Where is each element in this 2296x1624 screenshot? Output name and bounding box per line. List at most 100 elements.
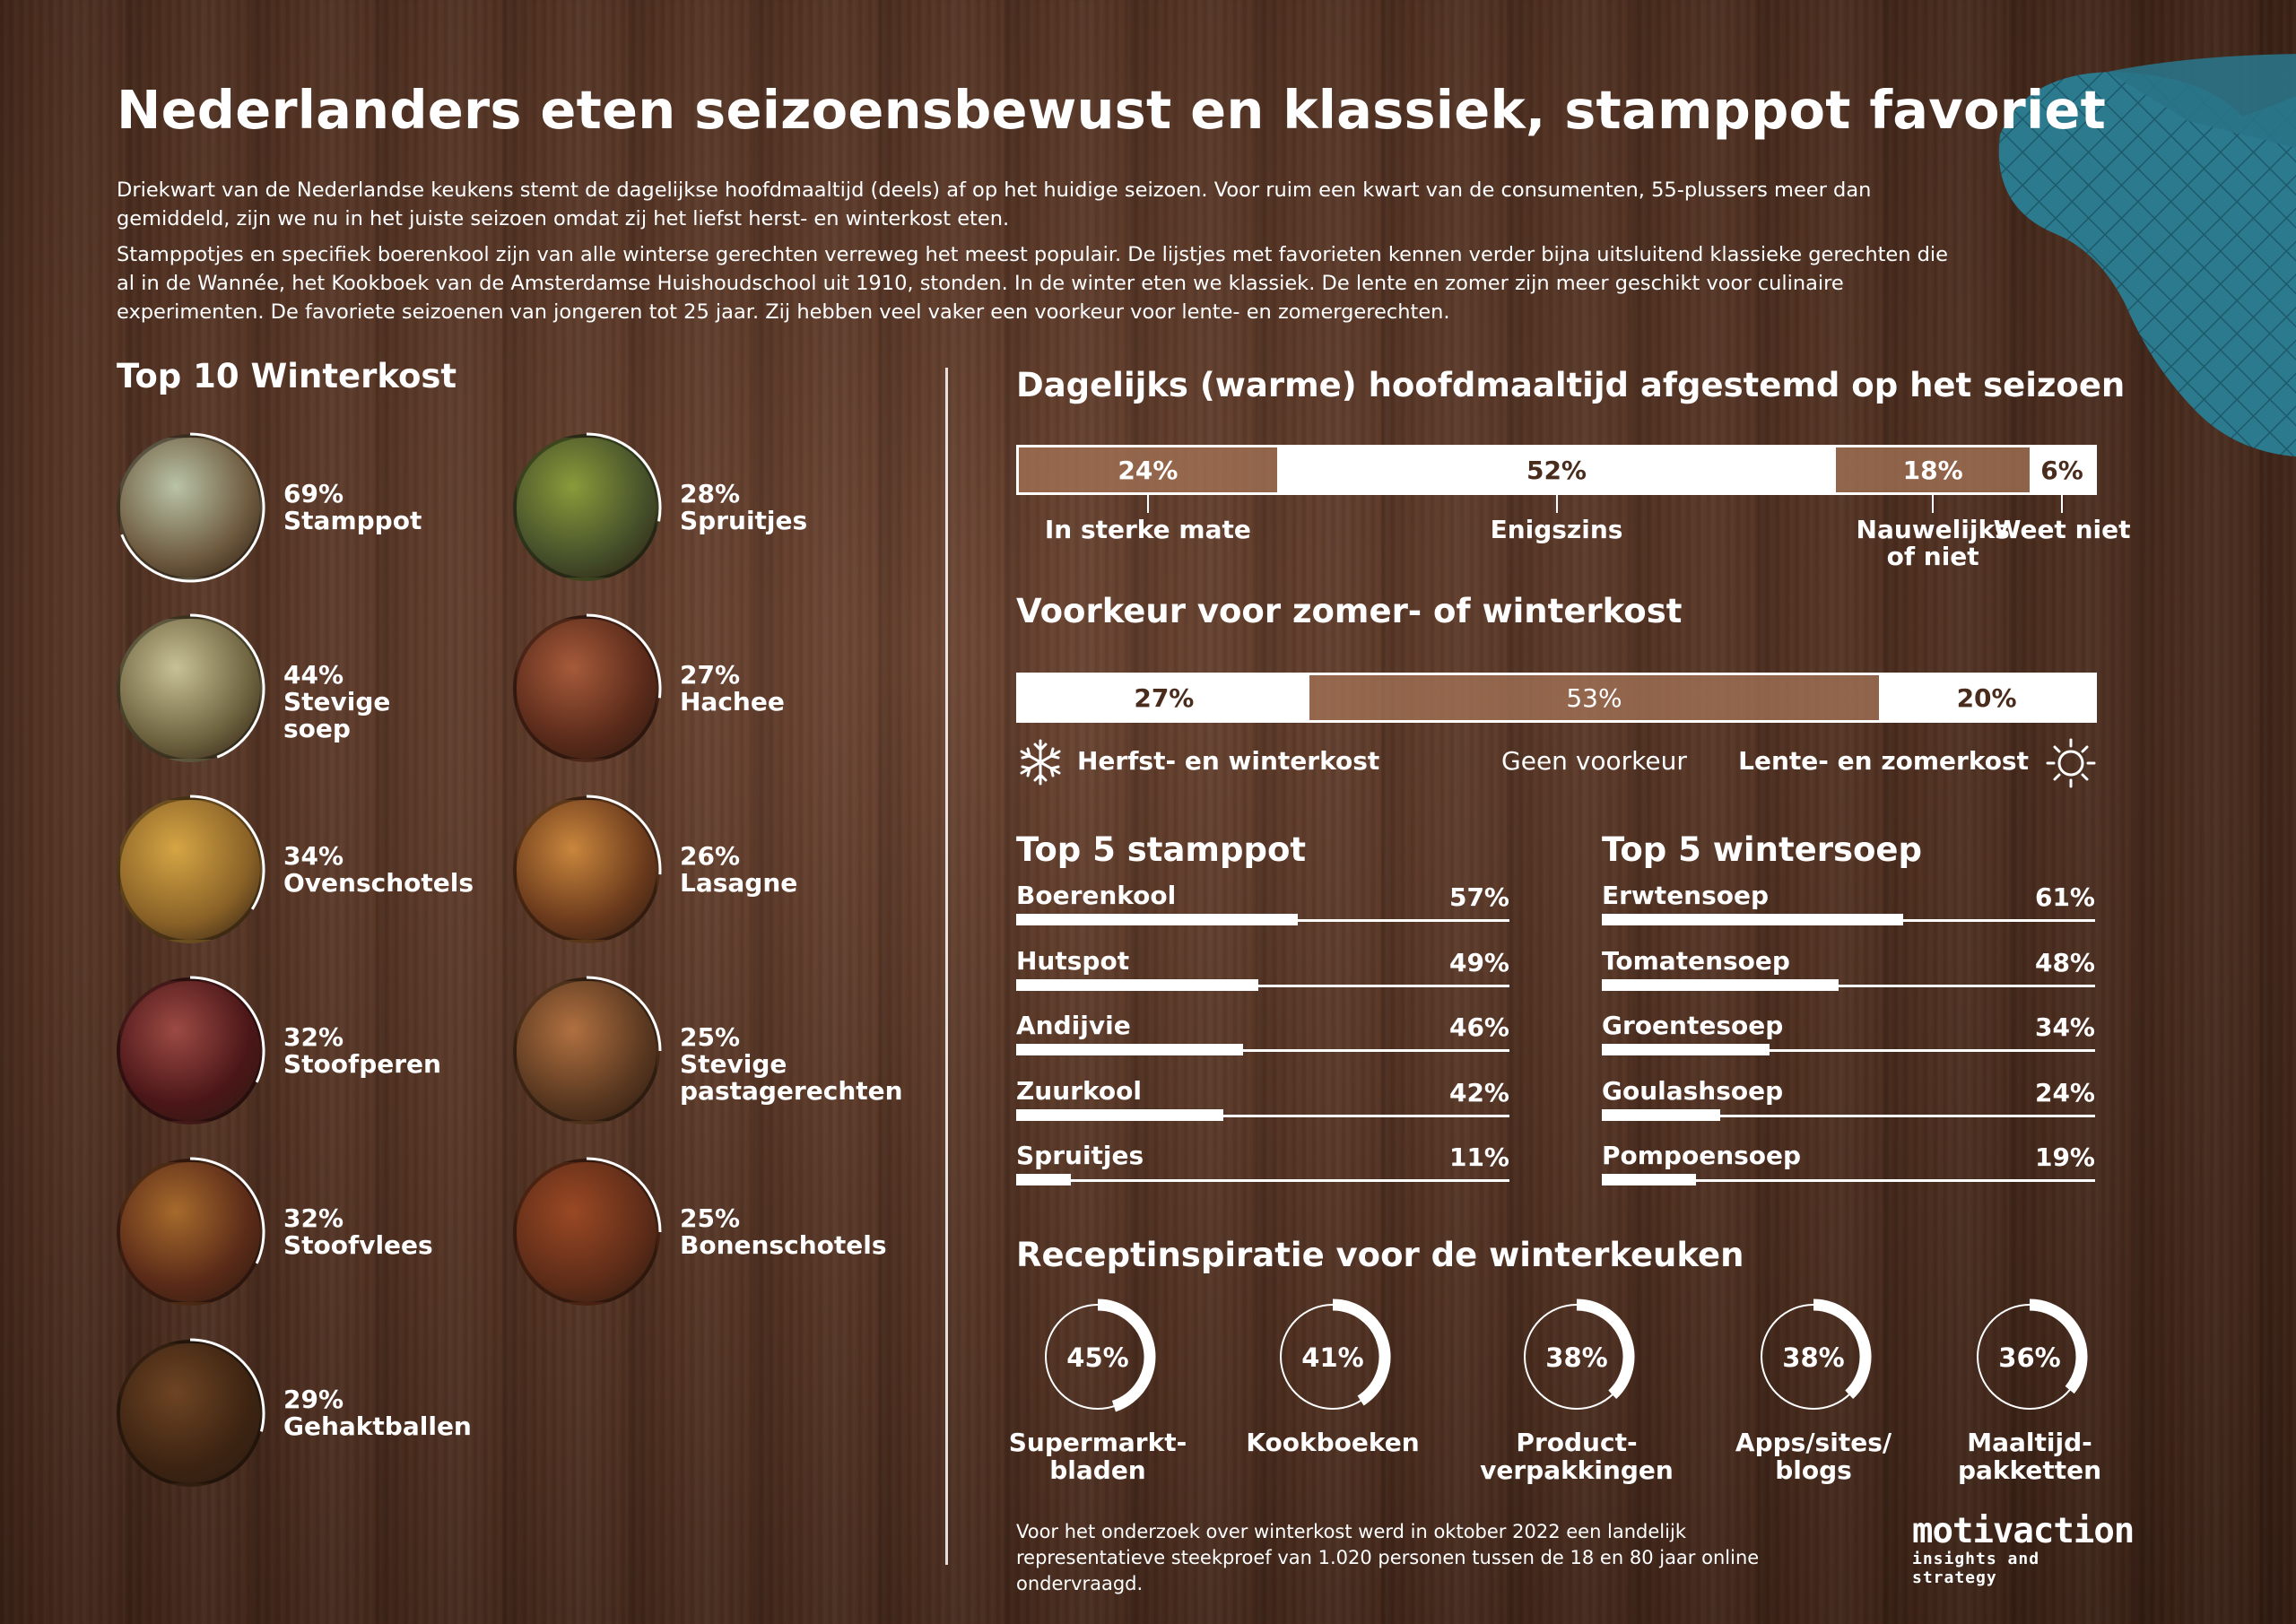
item-label: Ovenschotels — [283, 868, 474, 898]
stack-category-label: Geen voorkeur — [1501, 746, 1687, 776]
dish-photo — [513, 1159, 660, 1306]
top5-row: Tomatensoep 48% — [1602, 946, 2095, 991]
donut-arc — [2029, 1298, 2088, 1394]
sun-icon — [2046, 738, 2096, 788]
percentage-ring — [586, 432, 662, 522]
item-percentage: 25% — [680, 1203, 741, 1233]
section-title-stamppot: Top 5 stamppot — [1016, 830, 1307, 869]
top5-value: 46% — [1448, 1012, 1509, 1042]
donut-chart: 36% — [1977, 1298, 2088, 1410]
column-divider — [945, 368, 948, 1565]
dish-photo — [117, 615, 264, 762]
stack-segment: 27% — [1019, 675, 1309, 720]
top5-row: Andijvie 46% — [1016, 1011, 1509, 1055]
top5-name: Erwtensoep — [1602, 881, 1770, 910]
stack-category-label: Enigszins — [1490, 515, 1623, 544]
dish-photo — [513, 977, 660, 1125]
item-label: Bonenschotels — [680, 1230, 887, 1260]
donut-label: Maaltijd- pakketten — [1957, 1428, 2102, 1485]
stack-segment: 6% — [2030, 447, 2094, 492]
donut-chart: 38% — [1761, 1298, 1872, 1410]
item-label: Stoofperen — [283, 1049, 441, 1079]
percentage-ring — [586, 1157, 662, 1233]
ring-arc — [189, 795, 265, 910]
top5-row: Pompoensoep 19% — [1602, 1141, 2095, 1185]
percentage-ring — [586, 976, 662, 1052]
item-percentage: 44% — [283, 660, 344, 690]
top5-value: 61% — [2034, 882, 2095, 912]
dish-photo — [117, 434, 264, 581]
ring-arc — [189, 613, 265, 759]
top5-track — [1602, 984, 2095, 987]
item-percentage: 32% — [283, 1203, 344, 1233]
stack-segment: 52% — [1276, 447, 1837, 492]
top5-row: Spruitjes 11% — [1016, 1141, 1509, 1185]
top5-name: Tomatensoep — [1602, 945, 1790, 976]
top5-row: Boerenkool 57% — [1016, 881, 1509, 925]
top5-value: 57% — [1448, 882, 1509, 912]
item-percentage: 29% — [283, 1385, 344, 1414]
top5-bar — [1602, 978, 1839, 991]
ring-arc — [586, 976, 662, 1052]
donut-chart: 38% — [1524, 1298, 1635, 1410]
top5-bar — [1016, 978, 1258, 991]
percentage-ring — [586, 613, 662, 699]
top5-value: 34% — [2034, 1012, 2095, 1042]
item-label: Gehaktballen — [283, 1411, 472, 1441]
top5-bar — [1602, 1044, 1770, 1055]
ring-arc — [586, 1157, 662, 1233]
item-label: Hachee — [680, 687, 785, 716]
top5-bar — [1016, 1174, 1071, 1185]
donut-value: 36% — [1998, 1342, 2060, 1373]
dish-photo — [117, 1159, 264, 1306]
item-label: Stevige soep — [283, 687, 391, 743]
donut-value: 41% — [1301, 1342, 1363, 1373]
dish-photo — [117, 796, 264, 943]
top5-track — [1016, 984, 1509, 987]
stack-category-label: Nauwelijks of niet — [1856, 515, 2010, 571]
donut-label: Kookboeken — [1246, 1428, 1420, 1457]
top5-name: Hutspot — [1016, 945, 1130, 976]
item-percentage: 26% — [680, 841, 741, 871]
top5-track — [1016, 1049, 1509, 1052]
top5-value: 24% — [2034, 1077, 2095, 1107]
ring-arc — [189, 1157, 265, 1264]
item-label: Stoofvlees — [283, 1230, 433, 1260]
percentage-ring — [189, 1157, 265, 1264]
dish-photo — [117, 977, 264, 1125]
percentage-ring — [189, 1338, 265, 1432]
top5-name: Zuurkool — [1016, 1075, 1142, 1106]
top5-bar — [1602, 1174, 1696, 1185]
dish-photo — [117, 1340, 264, 1487]
stack-tick — [1555, 495, 1558, 513]
item-percentage: 27% — [680, 660, 741, 690]
top5-bar — [1602, 1108, 1720, 1121]
stack-segment: 24% — [1019, 447, 1277, 492]
stack-segment: 20% — [1879, 675, 2094, 720]
donut-value: 38% — [1545, 1342, 1607, 1373]
donut-chart: 41% — [1280, 1298, 1391, 1410]
item-percentage: 32% — [283, 1022, 344, 1052]
donut-arc — [1332, 1298, 1391, 1406]
donut-label: Apps/sites/ blogs — [1735, 1428, 1892, 1485]
top5-track — [1016, 1114, 1509, 1117]
item-percentage: 28% — [680, 479, 741, 508]
afgestemd-stacked-bar: 24% 52% 18% 6% — [1016, 445, 2097, 495]
top5-bar — [1016, 914, 1298, 925]
item-label: Stevige pastagerechten — [680, 1049, 903, 1106]
top5-track — [1602, 1179, 2095, 1182]
donut-chart: 45% — [1045, 1298, 1156, 1412]
donut-value: 45% — [1066, 1342, 1128, 1373]
percentage-ring — [189, 976, 265, 1083]
top5-bar — [1016, 1108, 1223, 1121]
motivaction-logo: motivaction insights and strategy — [1912, 1514, 2135, 1588]
top5-name: Groentesoep — [1602, 1011, 1784, 1040]
ring-arc — [189, 976, 265, 1083]
top5-row: Goulashsoep 24% — [1602, 1076, 2095, 1121]
stack-category-label: Weet niet — [1993, 515, 2131, 544]
top5-value: 48% — [2034, 947, 2095, 977]
top5-name: Goulashsoep — [1602, 1075, 1784, 1106]
top5-name: Andijvie — [1016, 1011, 1131, 1040]
top5-track — [1602, 1114, 2095, 1117]
logo-tagline: insights and strategy — [1912, 1550, 2040, 1587]
